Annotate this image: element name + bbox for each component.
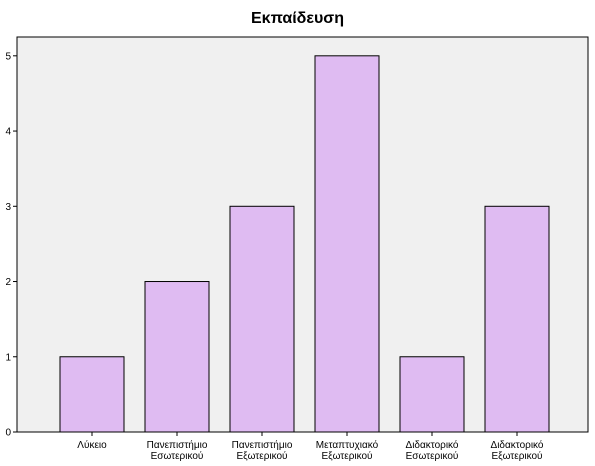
y-tick-label: 1 [5,352,11,363]
bar [314,55,380,433]
y-tick-label: 0 [5,428,11,439]
y-tick-label: 5 [5,51,11,62]
x-tick-label: Εξωτερικού [491,450,542,462]
y-axis: 0 1 2 3 4 5 [5,51,17,439]
bar [229,205,295,433]
x-tick-label: Διδακτορικό [406,439,459,451]
bar [484,205,550,433]
x-tick-label: Εσωτερικού [151,450,204,462]
x-tick-label: Εσωτερικού [406,450,459,462]
x-tick-label: Λύκειο [77,439,107,451]
y-tick-label: 3 [5,202,11,213]
x-tick-label: Πανεπιστήμιο [147,439,208,451]
x-axis: Λύκειο ΠανεπιστήμιοΕσωτερικούΠανεπιστήμιο… [77,432,544,462]
x-tick-label: Μεταπτυχιακό [316,439,379,451]
x-tick-label: Πανεπιστήμιο [232,439,293,451]
chart-title: Εκπαίδευση [250,10,344,27]
x-tick-label: Εξωτερικού [236,450,287,462]
y-tick-label: 4 [5,127,11,138]
bar [144,281,210,433]
x-tick-label: Εξωτερικού [321,450,372,462]
y-tick-label: 2 [5,277,11,288]
x-tick-label: Διδακτορικό [491,439,544,451]
bars [59,55,550,433]
bar [399,356,465,433]
bar [59,356,125,433]
